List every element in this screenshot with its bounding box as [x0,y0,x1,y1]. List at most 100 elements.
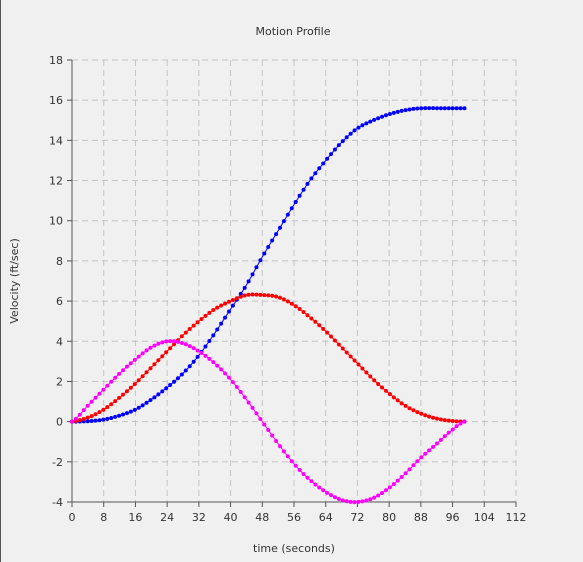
data-point [136,354,141,359]
data-point [403,108,408,113]
series-layer [70,106,467,505]
data-point [442,106,447,111]
data-point [85,419,90,424]
data-point [144,348,149,353]
x-tick-label: 64 [319,511,333,524]
data-point [152,343,157,348]
x-tick-label: 0 [69,511,76,524]
data-point [242,293,247,298]
data-point [372,495,377,500]
x-tick-label: 24 [160,511,174,524]
data-point [109,402,114,407]
data-point [89,399,94,404]
data-point [305,475,310,480]
data-point [329,334,334,339]
data-point [132,357,137,362]
data-point [293,463,298,468]
data-point [274,438,279,443]
data-point [458,106,463,111]
data-point [399,475,404,480]
data-point [356,362,361,367]
data-point [70,419,74,424]
data-point [238,291,243,296]
data-point [450,419,455,424]
data-point [462,106,467,111]
data-point [187,327,192,332]
y-tick-label: 4 [56,335,63,348]
data-point [431,106,436,111]
data-point [407,406,412,411]
data-point [89,418,94,423]
data-point [101,407,106,412]
data-point [376,116,381,121]
x-tick-label: 16 [128,511,142,524]
data-point [321,161,326,166]
data-point [415,459,420,464]
data-point [434,416,439,421]
y-tick-label: -2 [52,456,63,469]
data-point [380,114,385,119]
data-point [446,430,451,435]
data-point [203,344,208,349]
data-point [446,418,451,423]
data-point [407,107,412,112]
data-point [340,498,345,503]
data-point [442,434,447,439]
data-point [301,471,306,476]
data-point [168,383,173,388]
data-point [325,156,330,161]
data-point [183,342,188,347]
data-point [136,405,141,410]
data-point [431,444,436,449]
data-point [419,455,424,460]
data-point [387,392,392,397]
data-point [321,488,326,493]
data-point [140,374,145,379]
data-point [427,448,432,453]
data-point [270,238,275,243]
data-point [223,301,228,306]
data-point [360,499,365,504]
data-point [336,342,341,347]
data-point [124,411,129,416]
data-point [148,345,153,350]
data-point [356,125,361,130]
data-point [250,292,255,297]
data-point [348,499,353,504]
data-point [140,403,145,408]
data-point [172,339,177,344]
data-point [156,358,161,363]
x-tick-label: 80 [382,511,396,524]
data-point [297,467,302,472]
data-point [336,143,341,148]
data-point [77,412,82,417]
data-point [383,488,388,493]
data-point [427,106,432,111]
data-point [211,333,216,338]
data-point [109,379,114,384]
data-point [199,351,204,356]
data-point [462,419,467,424]
data-point [387,485,392,490]
data-point [211,360,216,365]
data-point [434,106,439,111]
data-point [164,339,169,344]
y-tick-label: 8 [56,255,63,268]
data-point [207,356,212,361]
data-point [73,416,78,421]
data-point [81,408,86,413]
data-point [144,400,149,405]
data-point [172,379,177,384]
data-point [179,340,184,345]
data-point [352,128,357,133]
data-point [368,497,373,502]
y-tick-label: -4 [52,496,63,509]
data-point [332,338,337,343]
data-point [415,106,420,111]
data-point [203,353,208,358]
data-point [332,147,337,152]
data-point [223,371,228,376]
data-point [423,106,428,111]
data-point [234,296,239,301]
data-point [285,212,290,217]
